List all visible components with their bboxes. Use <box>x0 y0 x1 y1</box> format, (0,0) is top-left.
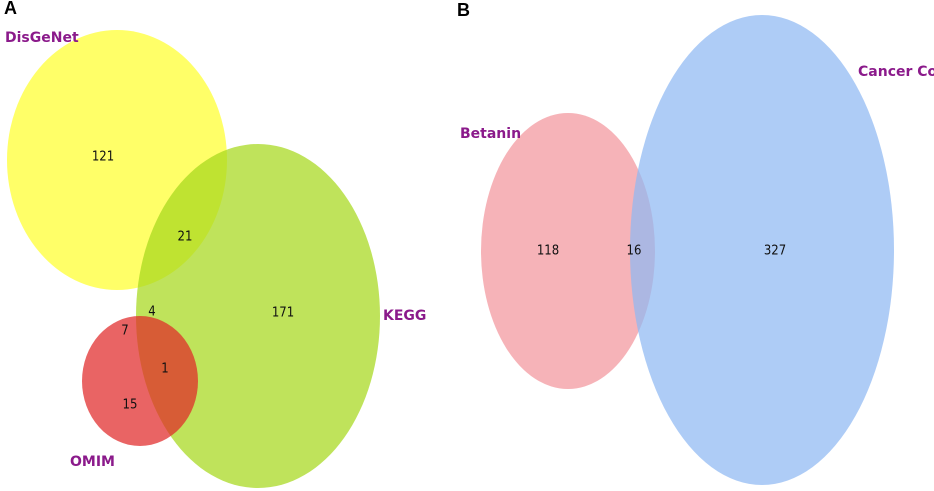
region-count: 171 <box>272 306 294 321</box>
region-count: 7 <box>121 324 128 339</box>
region-count: 118 <box>537 244 559 259</box>
panel-label: A <box>4 0 17 18</box>
region-count: 4 <box>148 305 155 320</box>
region-count: 327 <box>764 244 786 259</box>
region-count: 15 <box>123 398 138 413</box>
panel-label: B <box>457 0 470 20</box>
set-label: KEGG <box>383 308 426 324</box>
set-circle <box>82 316 198 446</box>
set-circle <box>481 113 655 389</box>
set-label: Betanin <box>460 126 521 142</box>
set-label: Cancer Colon <box>858 64 934 80</box>
set-circle <box>136 144 380 488</box>
region-count: 16 <box>627 244 642 259</box>
region-count: 21 <box>178 230 193 245</box>
region-count: 1 <box>161 362 168 377</box>
region-count: 121 <box>92 150 114 165</box>
set-label: OMIM <box>70 454 115 470</box>
set-circle <box>630 15 894 485</box>
set-label: DisGeNet <box>5 30 79 46</box>
